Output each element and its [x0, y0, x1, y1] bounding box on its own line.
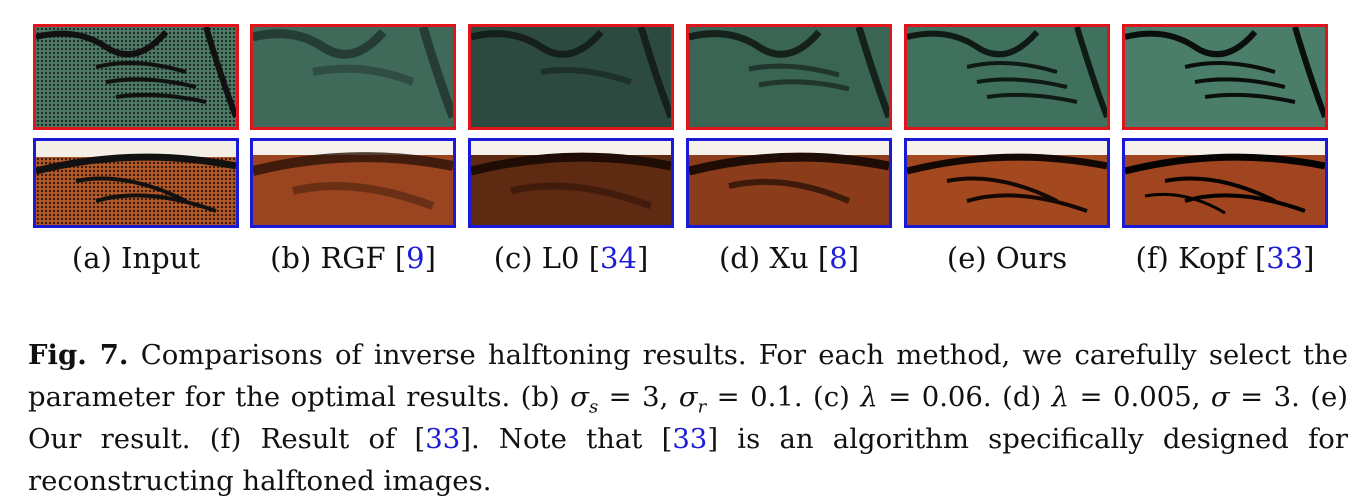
ours-crop-bottom	[904, 138, 1110, 228]
citation-link[interactable]: 33	[425, 423, 461, 455]
figure-caption: Fig. 7. Comparisons of inverse halftonin…	[28, 339, 1349, 497]
subfigure-label-a: (a) Input	[71, 241, 201, 275]
subfigure-label-b: (b) RGF [9]	[270, 241, 436, 275]
citation-link[interactable]: 8	[829, 241, 848, 275]
ours-crop-top	[904, 24, 1110, 130]
citation-link[interactable]: 9	[406, 241, 425, 275]
subfigure-label-d: (d) Xu [8]	[718, 241, 860, 275]
l0-crop-bottom	[468, 138, 674, 228]
kopf-crop-bottom	[1122, 138, 1328, 228]
kopf-crop-top	[1122, 24, 1328, 130]
citation-link[interactable]: 33	[672, 423, 708, 455]
citation-link[interactable]: 33	[1266, 241, 1304, 275]
figure-label: Fig. 7.	[28, 339, 129, 371]
rgf-crop-top	[250, 24, 456, 130]
input-crop-top	[33, 24, 239, 130]
citation-link[interactable]: 34	[600, 241, 637, 275]
subfigure-label-c: (c) L0 [34]	[493, 241, 649, 275]
subfigure-label-e: (e) Ours	[946, 241, 1068, 275]
subfigure-label-f: (f) Kopf [33]	[1135, 241, 1315, 275]
input-crop-bottom	[33, 138, 239, 228]
xu-crop-bottom	[686, 138, 892, 228]
xu-crop-top	[686, 24, 892, 130]
l0-crop-top	[468, 24, 674, 130]
rgf-crop-bottom	[250, 138, 456, 228]
